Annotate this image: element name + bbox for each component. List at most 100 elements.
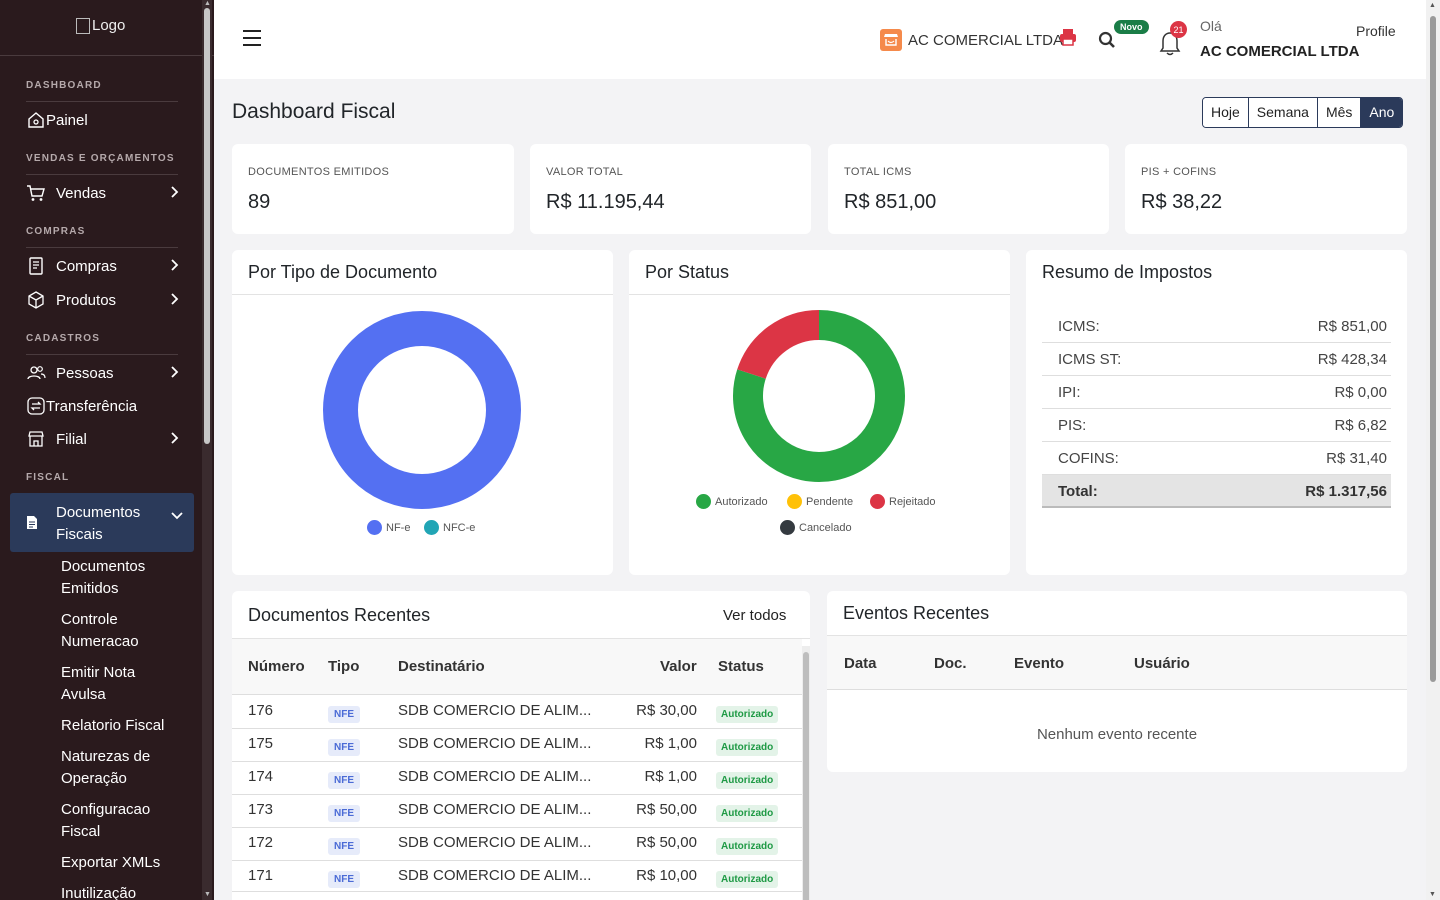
- scroll-down-icon[interactable]: ▼: [204, 891, 211, 898]
- avatar[interactable]: Profile: [1356, 23, 1396, 39]
- sidebar-scrollbar[interactable]: ▲ ▼: [202, 0, 212, 900]
- printer-icon[interactable]: [1059, 28, 1077, 51]
- submenu-configuracao-fiscal[interactable]: Configuracao Fiscal: [61, 801, 151, 840]
- sidebar-item-label: Documentos Fiscais: [56, 504, 141, 543]
- column-header-doc[interactable]: Doc.: [934, 655, 967, 672]
- sidebar-item-vendas[interactable]: Vendas: [26, 179, 184, 207]
- page-scrollbar[interactable]: ▲ ▼: [1426, 0, 1440, 900]
- scroll-up-icon[interactable]: ▲: [204, 0, 211, 7]
- cell-destinatario: SDB COMERCIO DE ALIM...: [398, 735, 592, 752]
- stat-value: 89: [248, 191, 271, 213]
- table-row[interactable]: 172 NFE SDB COMERCIO DE ALIM... R$ 50,00…: [232, 827, 802, 860]
- logo[interactable]: Logo: [76, 17, 125, 34]
- cell-valor: R$ 1,00: [644, 768, 697, 785]
- legend-nfce[interactable]: NFC-e: [424, 520, 475, 535]
- status-badge: Autorizado: [716, 805, 779, 822]
- status-donut-chart: [733, 310, 905, 482]
- column-header-destinatario[interactable]: Destinatário: [398, 658, 485, 675]
- column-header-usuario[interactable]: Usuário: [1134, 655, 1190, 672]
- legend-autorizado[interactable]: Autorizado: [696, 494, 768, 509]
- sidebar-item-transferencia[interactable]: Transferência: [26, 392, 184, 420]
- divider: [232, 860, 802, 861]
- submenu-naturezas-operacao[interactable]: Naturezas de Operação: [61, 748, 151, 787]
- divider: [232, 761, 802, 762]
- scrollbar-thumb[interactable]: [803, 652, 809, 900]
- divider: [232, 294, 613, 295]
- menu-toggle-icon[interactable]: [242, 29, 262, 52]
- tax-label: PIS:: [1058, 417, 1087, 434]
- search-icon[interactable]: [1098, 31, 1116, 54]
- legend-rejeitado[interactable]: Rejeitado: [870, 494, 935, 509]
- company-selector[interactable]: AC COMERCIAL LTDA: [880, 29, 1063, 51]
- sidebar-item-label: Vendas: [56, 184, 107, 202]
- cell-valor: R$ 50,00: [636, 801, 697, 818]
- legend-cancelado[interactable]: Cancelado: [780, 520, 852, 535]
- period-ano-button[interactable]: Ano: [1361, 98, 1403, 127]
- scrollbar-thumb[interactable]: [204, 8, 210, 444]
- table-row[interactable]: 176 NFE SDB COMERCIO DE ALIM... R$ 30,00…: [232, 695, 802, 728]
- doc-type-badge: NFE: [328, 838, 360, 855]
- sidebar-item-painel[interactable]: Painel: [26, 106, 184, 134]
- submenu-emitir-nota-avulsa[interactable]: Emitir Nota Avulsa: [61, 664, 136, 703]
- legend-label: Autorizado: [715, 495, 768, 508]
- cell-numero: 172: [248, 834, 274, 851]
- column-header-tipo[interactable]: Tipo: [328, 658, 360, 675]
- company-name: AC COMERCIAL LTDA: [908, 31, 1064, 49]
- submenu-controle-numeracao[interactable]: Controle Numeracao: [61, 611, 139, 650]
- column-header-evento[interactable]: Evento: [1014, 655, 1065, 672]
- status-badge: Autorizado: [716, 838, 779, 855]
- submenu-exportar-xmls[interactable]: Exportar XMLs: [61, 854, 161, 871]
- period-semana-button[interactable]: Semana: [1248, 98, 1318, 127]
- tax-row-icms: ICMS: R$ 851,00: [1042, 310, 1391, 343]
- column-header-data[interactable]: Data: [844, 655, 877, 672]
- panel-title: Por Tipo de Documento: [248, 262, 438, 282]
- sidebar-item-pessoas[interactable]: Pessoas: [26, 359, 184, 387]
- sidebar-item-filial[interactable]: Filial: [26, 425, 184, 453]
- sidebar-item-compras[interactable]: Compras: [26, 252, 184, 280]
- column-header-valor[interactable]: Valor: [660, 658, 697, 675]
- section-compras: COMPRAS: [26, 226, 86, 237]
- legend-swatch: [696, 494, 711, 509]
- sidebar-item-produtos[interactable]: Produtos: [26, 286, 184, 314]
- sidebar-item-label: Produtos: [56, 291, 117, 309]
- tax-row-pis: PIS: R$ 6,82: [1042, 409, 1391, 442]
- legend-pendente[interactable]: Pendente: [787, 494, 853, 509]
- cart-icon: [26, 183, 46, 203]
- period-mes-button[interactable]: Mês: [1317, 98, 1362, 127]
- donut-slice-nf-e[interactable]: [323, 311, 521, 509]
- table-scrollbar[interactable]: [802, 646, 810, 900]
- submenu-inutilizacao[interactable]: Inutilização: [61, 885, 137, 900]
- donut-slice-rejeitado[interactable]: [737, 310, 820, 380]
- scroll-down-icon[interactable]: ▼: [1429, 891, 1436, 898]
- view-all-link[interactable]: Ver todos: [723, 607, 787, 624]
- divider: [26, 247, 178, 248]
- doc-type-badge: NFE: [328, 871, 360, 888]
- status-badge: Autorizado: [716, 739, 779, 756]
- sidebar-item-documentos-fiscais[interactable]: Documentos Fiscais: [10, 493, 194, 552]
- cell-numero: 173: [248, 801, 274, 818]
- period-hoje-button[interactable]: Hoje: [1203, 98, 1249, 127]
- column-header-numero[interactable]: Número: [248, 658, 305, 675]
- cell-valor: R$ 30,00: [636, 702, 697, 719]
- doc-type-badge: NFE: [328, 706, 360, 723]
- tax-label: COFINS:: [1058, 450, 1119, 467]
- logo-area: Logo: [0, 0, 214, 56]
- column-header-status[interactable]: Status: [718, 658, 764, 675]
- table-row[interactable]: 174 NFE SDB COMERCIO DE ALIM... R$ 1,00 …: [232, 761, 802, 794]
- divider: [232, 638, 810, 639]
- status-badge: Autorizado: [716, 871, 779, 888]
- user-name[interactable]: AC COMERCIAL LTDA: [1200, 43, 1360, 60]
- scrollbar-thumb[interactable]: [1430, 16, 1436, 682]
- table-row[interactable]: 175 NFE SDB COMERCIO DE ALIM... R$ 1,00 …: [232, 728, 802, 761]
- table-row[interactable]: 173 NFE SDB COMERCIO DE ALIM... R$ 50,00…: [232, 794, 802, 827]
- scroll-up-icon[interactable]: ▲: [1429, 2, 1436, 9]
- submenu-documentos-emitidos[interactable]: Documentos Emitidos: [61, 558, 146, 597]
- legend-nfe[interactable]: NF-e: [367, 520, 410, 535]
- table-row[interactable]: 171 NFE SDB COMERCIO DE ALIM... R$ 10,00…: [232, 860, 802, 893]
- sidebar-item-label: Filial: [56, 430, 87, 448]
- stat-label: TOTAL ICMS: [844, 166, 912, 178]
- submenu-relatorio-fiscal[interactable]: Relatorio Fiscal: [61, 717, 165, 734]
- cell-destinatario: SDB COMERCIO DE ALIM...: [398, 768, 592, 785]
- cell-destinatario: SDB COMERCIO DE ALIM...: [398, 867, 592, 884]
- donut-slice-autorizado[interactable]: [733, 310, 905, 482]
